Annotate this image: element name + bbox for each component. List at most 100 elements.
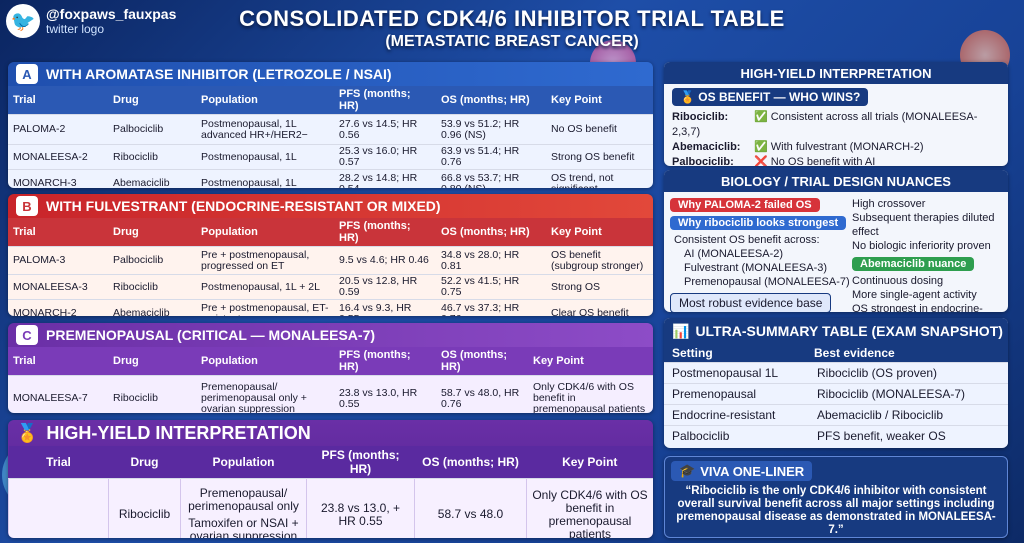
table-row: PALOMA-3 Palbociclib Pre + postmenopausal,… [8,246,653,275]
cell-os: 53.9 vs 51.2; HR 0.96 (NS) [436,114,546,145]
cell-setting: Postmenopausal 1L [664,362,809,384]
col-drug: Drug [108,347,196,376]
cell-trial: MONALEESA-7 [8,375,108,413]
cell-pfs: 20.5 vs 12.8, HR 0.59 [334,274,436,300]
cell-population: Premenopausal/ perimenopausal only Tamoxi… [180,478,307,538]
high-yield-header: 🏅 HIGH-YIELD INTERPRETATION [8,420,653,446]
table-row: MONARCH-2 Abemaciclib Pre + postmenopausal… [8,299,653,316]
table-row: Ribociclib Premenopausal/ perimenopausal… [8,478,653,538]
cell-drug: Ribociclib [108,478,181,538]
cell-key: Strong OS [546,274,653,300]
cross-icon: ❌ [754,156,768,166]
cell-os: 34.8 vs 28.0; HR 0.81 [436,246,546,275]
cell-os: 58.7 vs 48.0 [414,478,527,538]
page-title: CONSOLIDATED CDK4/6 INHIBITOR TRIAL TABL… [239,6,785,31]
cell-setting: Premenopausal [664,383,809,405]
cell-population: Pre + postmenopausal, progressed on ET [196,246,334,275]
table-row: MONALEESA-7 Ribociclib Premenopausal/ peri… [8,375,653,413]
table-row: Palbociclib PFS benefit, weaker OS [664,425,1008,446]
cell-pfs: 25.3 vs 16.0; HR 0.57 [334,144,436,170]
col-population: Population [196,218,334,247]
cell-trial: MONARCH-2 [8,299,108,316]
col-population: Population [196,347,334,376]
cell-pfs: 9.5 vs 4.6; HR 0.46 [334,246,436,275]
col-drug: Drug [108,86,196,115]
cell-population: Postmenopausal, 1L [196,144,334,170]
section-c-header: C PREMENOPAUSAL (CRITICAL — MONALEESA-7) [8,323,653,347]
os-title-text: OS BENEFIT — WHO WINS? [698,90,861,104]
section-b-table: Trial Drug Population PFS (months; HR) OS (m… [8,218,653,316]
cell-trial: PALOMA-3 [8,246,108,275]
os-text: Consistent across all trials (MONALEESA-… [672,111,978,138]
cell-population: Postmenopausal, 1L advanced HR+/HER2− [196,114,334,145]
cell-os: 66.8 vs 53.7; HR 0.80 (NS) [436,169,546,188]
col-trial: Trial [8,86,108,115]
os-drug: Palbociclib: [672,156,734,166]
interpretation-panel: HIGH-YIELD INTERPRETATION 🏅 OS BENEFIT —… [664,62,1008,166]
high-yield-title: HIGH-YIELD INTERPRETATION [46,422,311,443]
table-row: Postmenopausal 1L Ribociclib (OS proven) [664,362,1008,384]
section-b-title: WITH FULVESTRANT (ENDOCRINE-RESISTANT OR… [46,198,441,214]
cell-drug: Palbociclib [108,114,196,145]
col-key: Key Point [546,218,653,247]
cell-trial: MONARCH-3 [8,169,108,188]
cell-drug: Abemaciclib [108,169,196,188]
cell-key: No OS benefit [546,114,653,145]
section-c-table: Trial Drug Population PFS (months; HR) OS (m… [8,347,653,413]
section-a-header: A WITH AROMATASE INHIBITOR (LETROZOLE / N… [8,62,653,86]
col-pfs: PFS (months; HR) [334,347,436,376]
twitter-handle[interactable]: 🐦 @foxpaws_fauxpas twitter logo [6,4,176,38]
cell-pfs: 23.8 vs 13.0, + HR 0.55 [306,478,415,538]
col-trial: Trial [8,347,108,376]
col-pfs: PFS (months; HR) [306,446,415,479]
viva-header: 🎓 VIVA ONE-LINER [671,461,813,481]
paloma-point: Subsequent therapies diluted effect [852,212,995,238]
col-setting: Setting [664,344,809,363]
cell-population: Pre + postmenopausal, ET-resistant [196,299,334,316]
abema-point: Continuous dosing [852,275,944,287]
col-os: OS (months; HR) [436,86,546,115]
pop-line-1: Premenopausal/ perimenopausal only [188,485,299,513]
table-header-row: Trial Drug Population PFS (months; HR) OS (m… [8,218,653,247]
os-item: Abemaciclib: ✅ With fulvestrant (MONARCH-… [672,140,1000,155]
biology-title: BIOLOGY / TRIAL DESIGN NUANCES [664,170,1008,192]
os-text: No OS benefit with AI [770,156,876,166]
cell-drug: Abemaciclib [108,299,196,316]
cell-pfs: 23.8 vs 13.0, HR 0.55 [334,375,436,413]
table-header-row: Trial Drug Population PFS (months; HR) OS (m… [8,446,653,479]
viva-title: VIVA ONE-LINER [700,463,805,479]
col-population: Population [180,446,307,479]
os-item: Palbociclib: ❌ No OS benefit with AI [672,155,1000,166]
summary-table: Setting Best evidence Postmenopausal 1L Ri… [664,344,1008,446]
viva-panel: 🎓 VIVA ONE-LINER “Ribociclib is the only … [664,456,1008,538]
cell-pfs: 16.4 vs 9.3, HR 0.55 [334,299,436,316]
section-a-badge: A [16,64,38,84]
os-text: With fulvestrant (MONARCH-2) [770,141,924,153]
os-item: Ribociclib: ✅ Consistent across all trial… [672,110,1000,140]
col-trial: Trial [8,446,109,479]
col-key: Key Point [546,86,653,115]
medal-icon: 🏅 [16,422,39,443]
bar-chart-icon: 📊 [672,322,690,339]
viva-text: “Ribociclib is the only CDK4/6 inhibitor… [676,485,996,536]
cell-setting: Endocrine-resistant [664,404,809,426]
summary-title: ULTRA-SUMMARY TABLE (EXAM SNAPSHOT) [695,323,1003,339]
cell-key: Strong OS benefit [546,144,653,170]
col-os: OS (months; HR) [436,218,546,247]
why-paloma-label: Why PALOMA-2 failed OS [670,198,820,212]
cell-trial [8,478,109,538]
section-c-title: PREMENOPAUSAL (CRITICAL — MONALEESA-7) [46,327,376,343]
col-population: Population [196,86,334,115]
cell-key: OS trend, not significant [546,169,653,188]
abema-point: OS strongest in endocrine-resistant sett… [852,303,983,312]
col-pfs: PFS (months; HR) [334,218,436,247]
section-a: A WITH AROMATASE INHIBITOR (LETROZOLE / N… [8,62,653,188]
biology-panel: BIOLOGY / TRIAL DESIGN NUANCES Why PALOM… [664,170,1008,312]
cell-os: 52.2 vs 41.5; HR 0.75 [436,274,546,300]
interpretation-title: HIGH-YIELD INTERPRETATION [664,62,1008,84]
table-row: MONARCH-3 Abemaciclib Postmenopausal, 1L 28… [8,169,653,188]
medal-icon: 🏅 [680,90,695,104]
ribo-point: Fulvestrant (MONALEESA-3) [684,262,828,274]
cell-trial: MONALEESA-2 [8,144,108,170]
col-key: Key Point [526,446,653,479]
